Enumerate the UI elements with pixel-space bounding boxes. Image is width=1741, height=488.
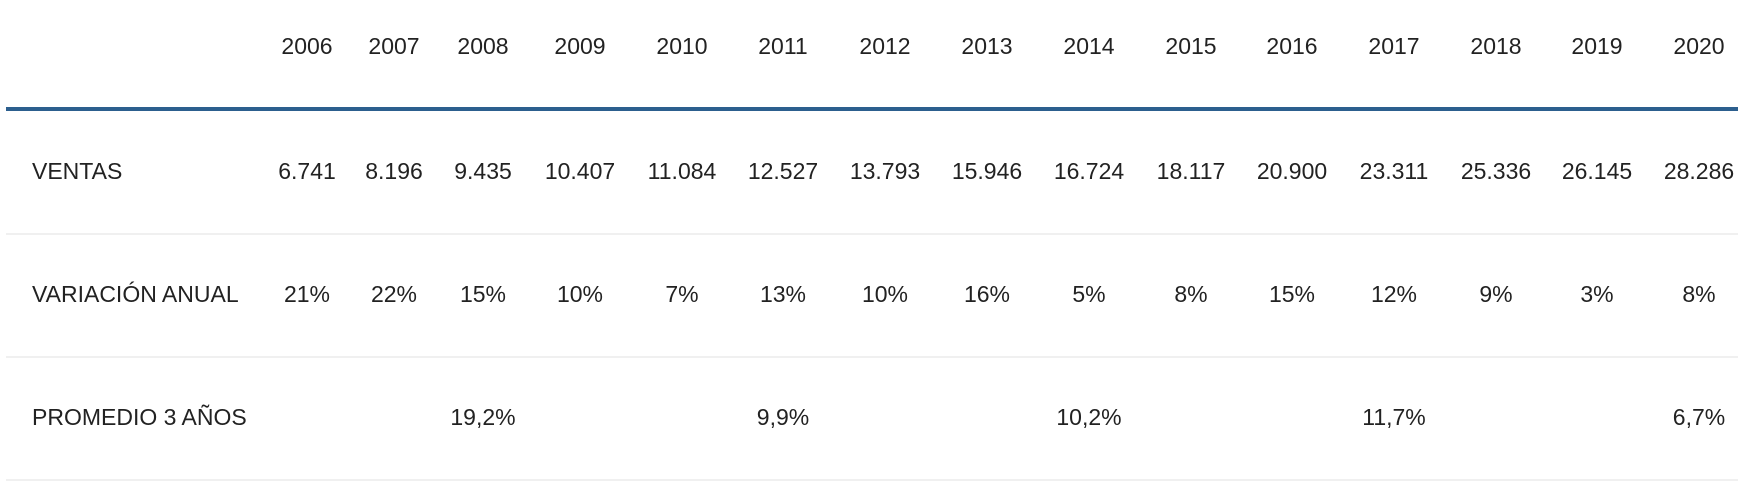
cell: 26.145 <box>1562 158 1632 184</box>
column-header: 2013 <box>961 33 1012 59</box>
column-header: 2012 <box>859 33 910 59</box>
column-header: 2011 <box>758 33 807 59</box>
row-label: PROMEDIO 3 AÑOS <box>32 404 247 430</box>
cell: 8% <box>1682 281 1715 307</box>
cell: 13.793 <box>850 158 920 184</box>
cell: 10.407 <box>545 158 615 184</box>
cell: 8.196 <box>365 158 423 184</box>
column-header: 2018 <box>1470 33 1521 59</box>
column-header: 2014 <box>1063 33 1114 59</box>
column-header: 2006 <box>281 33 332 59</box>
cell: 11.084 <box>648 158 717 184</box>
cell: 10% <box>557 281 603 307</box>
cell: 15% <box>1269 281 1315 307</box>
cell: 28.286 <box>1664 158 1734 184</box>
row-label: VENTAS <box>32 158 122 184</box>
column-header: 2019 <box>1571 33 1622 59</box>
cell: 15% <box>460 281 506 307</box>
column-header: 2009 <box>554 33 605 59</box>
cell: 10,2% <box>1056 404 1121 430</box>
cell: 25.336 <box>1461 158 1531 184</box>
column-header: 2008 <box>457 33 508 59</box>
cell: 3% <box>1580 281 1613 307</box>
cell: 22% <box>371 281 417 307</box>
cell: 12.527 <box>748 158 818 184</box>
column-header: 2010 <box>656 33 707 59</box>
cell: 19,2% <box>450 404 515 430</box>
column-header: 2007 <box>368 33 419 59</box>
cell: 11,7% <box>1362 404 1426 430</box>
cell: 16.724 <box>1054 158 1125 184</box>
cell: 16% <box>964 281 1010 307</box>
cell: 13% <box>760 281 806 307</box>
cell: 21% <box>284 281 330 307</box>
column-header: 2020 <box>1673 33 1724 59</box>
cell: 5% <box>1072 281 1105 307</box>
cell: 15.946 <box>952 158 1022 184</box>
cell: 9.435 <box>454 158 512 184</box>
cell: 12% <box>1371 281 1417 307</box>
cell: 23.311 <box>1360 158 1429 184</box>
cell: 8% <box>1174 281 1207 307</box>
cell: 6,7% <box>1673 404 1725 430</box>
column-header: 2016 <box>1266 33 1317 59</box>
cell: 10% <box>862 281 908 307</box>
cell: 9% <box>1479 281 1512 307</box>
cell: 6.741 <box>278 158 336 184</box>
cell: 9,9% <box>757 404 809 430</box>
row-label: VARIACIÓN ANUAL <box>32 281 239 307</box>
cell: 18.117 <box>1157 158 1226 184</box>
column-header: 2017 <box>1368 33 1419 59</box>
cell: 20.900 <box>1257 158 1327 184</box>
column-header: 2015 <box>1165 33 1216 59</box>
cell: 7% <box>665 281 698 307</box>
